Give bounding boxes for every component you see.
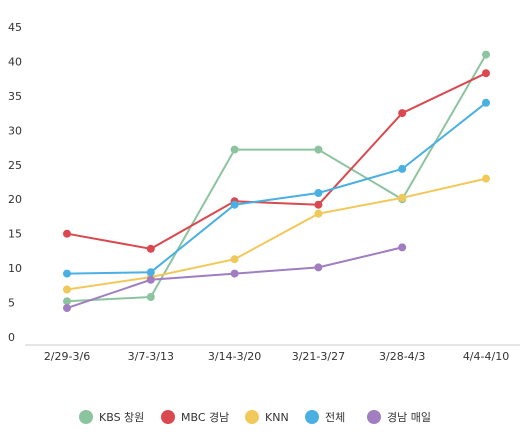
legend-item[interactable]: 경남 매일 (367, 410, 431, 424)
data-point[interactable] (398, 109, 407, 118)
data-point[interactable] (146, 244, 155, 253)
legend-label: 전체 (325, 411, 345, 424)
series-3 (63, 174, 490, 294)
data-point[interactable] (146, 268, 155, 277)
data-point[interactable] (314, 189, 323, 197)
y-tick-label: 35 (8, 90, 22, 103)
series-1 (63, 50, 490, 306)
legend-item[interactable]: MBC 경남 (161, 410, 229, 424)
data-point[interactable] (314, 263, 323, 272)
legend-marker (79, 410, 93, 424)
x-tick-label: 4/4-4/10 (463, 350, 509, 363)
legend-label: KNN (265, 411, 289, 424)
data-point[interactable] (230, 255, 239, 264)
data-point[interactable] (230, 145, 239, 154)
data-point[interactable] (314, 209, 323, 218)
data-point[interactable] (398, 164, 407, 173)
data-point[interactable] (230, 200, 239, 209)
legend-marker (367, 410, 381, 424)
y-tick-label: 40 (8, 55, 22, 68)
series-layer (63, 50, 490, 313)
data-point[interactable] (146, 275, 155, 284)
series-5 (63, 243, 407, 313)
x-tick-label: 3/28-4/3 (379, 350, 425, 363)
legend-label: MBC 경남 (181, 411, 229, 424)
legend-marker (161, 410, 175, 424)
data-point[interactable] (146, 293, 155, 301)
legend-item[interactable]: KNN (245, 410, 289, 424)
data-point[interactable] (482, 98, 490, 107)
data-point[interactable] (63, 297, 71, 306)
x-axis: 2/29-3/6 3/7-3/13 3/14-3/20 3/21-3/27 3/28-4… (25, 344, 520, 363)
series-line (66, 102, 487, 275)
data-point[interactable] (398, 243, 407, 252)
y-tick-label: 20 (8, 193, 22, 206)
data-point[interactable] (482, 69, 490, 78)
data-point[interactable] (63, 304, 71, 313)
legend-marker (305, 410, 319, 424)
series-4 (63, 98, 490, 278)
y-tick-label: 25 (8, 159, 22, 172)
y-tick-label: 15 (8, 228, 22, 241)
data-point[interactable] (63, 285, 71, 294)
legend-item[interactable]: KBS 창원 (79, 410, 144, 424)
y-tick-label: 10 (8, 262, 22, 275)
legend-item[interactable]: 전체 (305, 410, 345, 424)
data-point[interactable] (398, 193, 407, 202)
x-tick-label: 3/7-3/13 (128, 350, 174, 363)
series-2 (63, 69, 490, 253)
data-point[interactable] (482, 174, 490, 183)
y-axis: 0 5 10 15 20 25 30 35 40 45 (8, 21, 22, 344)
x-tick-label: 3/14-3/20 (208, 350, 261, 363)
y-tick-label: 5 (8, 297, 15, 310)
legend-label: KBS 창원 (99, 411, 144, 424)
data-point[interactable] (314, 200, 323, 209)
data-point[interactable] (230, 269, 239, 278)
series-line (66, 177, 487, 291)
data-point[interactable] (314, 145, 323, 154)
series-line (66, 54, 487, 303)
data-point[interactable] (482, 50, 490, 59)
y-tick-label: 30 (8, 124, 22, 137)
y-tick-label: 0 (8, 331, 15, 344)
data-point[interactable] (63, 269, 71, 278)
legend: KBS 창원 MBC 경남 KNN 전체 경남 매일 (79, 410, 431, 424)
series-line (66, 72, 487, 250)
x-tick-label: 2/29-3/6 (44, 350, 90, 363)
data-point[interactable] (63, 229, 71, 238)
y-tick-label: 45 (8, 21, 22, 34)
x-tick-label: 3/21-3/27 (292, 350, 345, 363)
legend-marker (245, 410, 259, 424)
legend-label: 경남 매일 (387, 410, 431, 424)
